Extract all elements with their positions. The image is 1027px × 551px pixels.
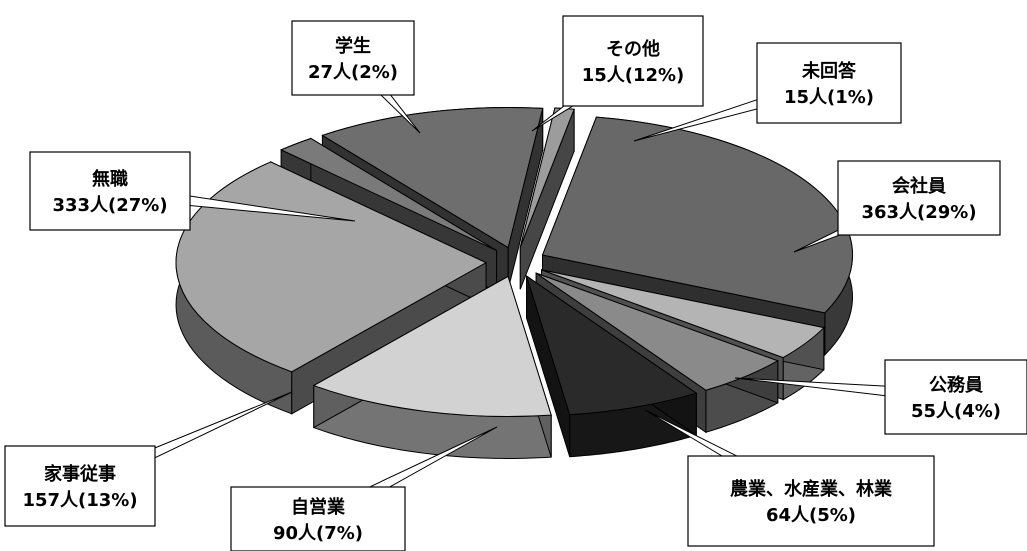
data-label-box: [291, 20, 415, 96]
data-label-box: [756, 42, 902, 124]
slice-value-label: 64人(5%): [766, 505, 856, 526]
slice-name-label: 無職: [92, 168, 128, 190]
slice-name-label: 会社員: [892, 175, 946, 197]
slice-name-label: 農業、水産業、林業: [730, 478, 893, 500]
slice-name-label: 公務員: [929, 374, 983, 396]
data-label-box: [562, 15, 704, 107]
data-label-box: [230, 486, 406, 551]
pie-slice: [541, 116, 854, 314]
slice-name-label: 未回答: [802, 60, 857, 82]
pie-slice: [279, 137, 497, 252]
slice-value-label: 27人(2%): [308, 62, 398, 83]
pie-slice-tops: [175, 107, 854, 417]
data-label-box: [884, 359, 1027, 435]
pie-slice: [321, 107, 544, 249]
slice-value-label: 55人(4%): [911, 401, 1001, 422]
pie-slice: [175, 161, 488, 373]
pie-slice: [525, 274, 698, 416]
data-label-box: [687, 455, 935, 547]
slice-value-label: 15人(1%): [784, 87, 874, 108]
data-label-box: [29, 151, 191, 231]
data-label-box: [837, 160, 1001, 236]
slice-name-label: 学生: [335, 35, 371, 57]
data-label-box: [4, 445, 156, 527]
slice-value-label: 363人(29%): [861, 202, 976, 223]
slice-value-label: 333人(27%): [52, 195, 167, 216]
data-labels: 会社員 363人(29%) 公務員 55人(4%) 農業、水産業、林業 64人(5%) 自営…: [4, 15, 1027, 551]
slice-name-label: 自営業: [291, 496, 346, 518]
slice-name-label: その他: [606, 38, 660, 60]
slice-value-label: 157人(13%): [22, 490, 137, 511]
pie-slice: [312, 275, 552, 417]
slice-name-label: 家事従事: [44, 463, 116, 485]
pie-slice: [541, 269, 825, 359]
slice-value-label: 90人(7%): [273, 523, 363, 544]
slice-value-label: 15人(12%): [582, 65, 685, 86]
pie-slice: [535, 272, 779, 391]
